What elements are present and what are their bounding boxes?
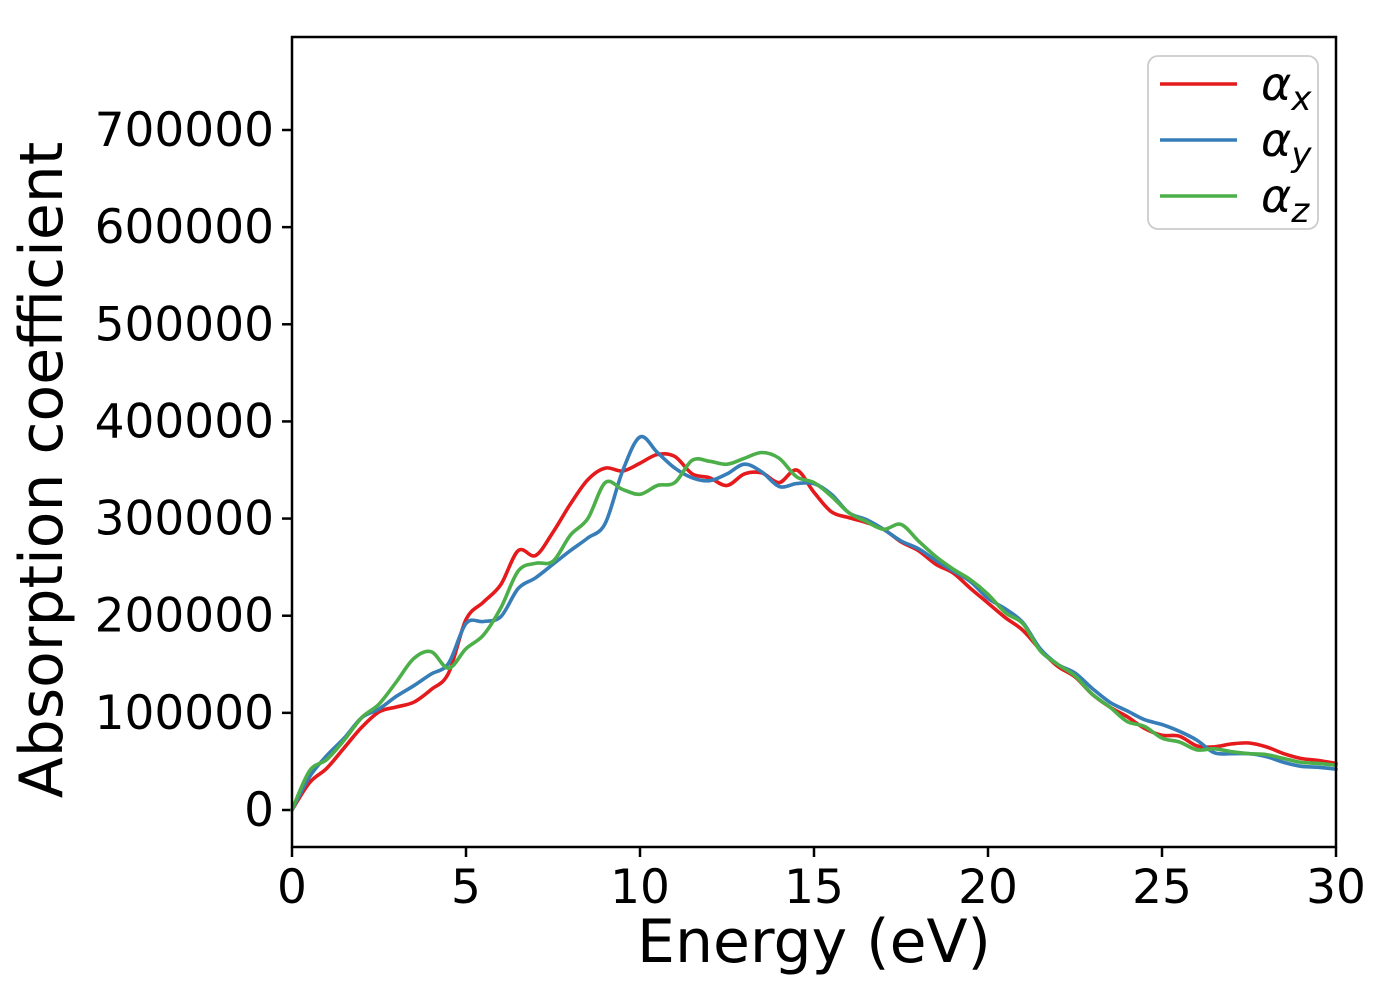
y-tick-label: 700000 — [95, 103, 274, 158]
y-tick-label: 600000 — [95, 200, 274, 255]
y-axis-ticks: 0 100000 200000 300000 400000 500000 600000 700… — [95, 103, 292, 838]
series-line-alpha-z — [290, 450, 1338, 812]
y-tick-label: 300000 — [95, 492, 274, 547]
legend-item-alpha-z: αz — [1160, 169, 1310, 231]
legend-item-alpha-x: αx — [1160, 57, 1312, 119]
series-line-alpha-x — [290, 451, 1338, 812]
legend-label-alpha-y: αy — [1261, 113, 1312, 175]
x-tick-label: 5 — [451, 860, 481, 915]
x-tick-label: 0 — [277, 860, 307, 915]
y-tick-label: 500000 — [95, 297, 274, 352]
x-tick-label: 30 — [1306, 860, 1366, 915]
legend-label-alpha-z: αz — [1261, 169, 1310, 231]
legend-label-alpha-x: αx — [1261, 57, 1312, 119]
y-axis-label: Absorption coefficient — [7, 142, 77, 799]
x-tick-label: 25 — [1132, 860, 1192, 915]
y-tick-label: 0 — [244, 783, 274, 838]
y-tick-label: 200000 — [95, 589, 274, 644]
legend: αx αy αz — [1147, 55, 1319, 231]
legend-item-alpha-y: αy — [1160, 113, 1312, 175]
x-tick-label: 20 — [958, 860, 1018, 915]
legend-frame — [1147, 55, 1319, 230]
x-tick-label: 10 — [610, 860, 670, 915]
x-tick-label: 15 — [784, 860, 844, 915]
y-tick-label: 100000 — [95, 686, 274, 741]
x-axis-ticks: 0 5 10 15 20 25 30 — [277, 847, 1366, 915]
x-axis-label: Energy (eV) — [637, 907, 991, 977]
y-tick-label: 400000 — [95, 394, 274, 449]
axes-spines — [290, 35, 1338, 849]
